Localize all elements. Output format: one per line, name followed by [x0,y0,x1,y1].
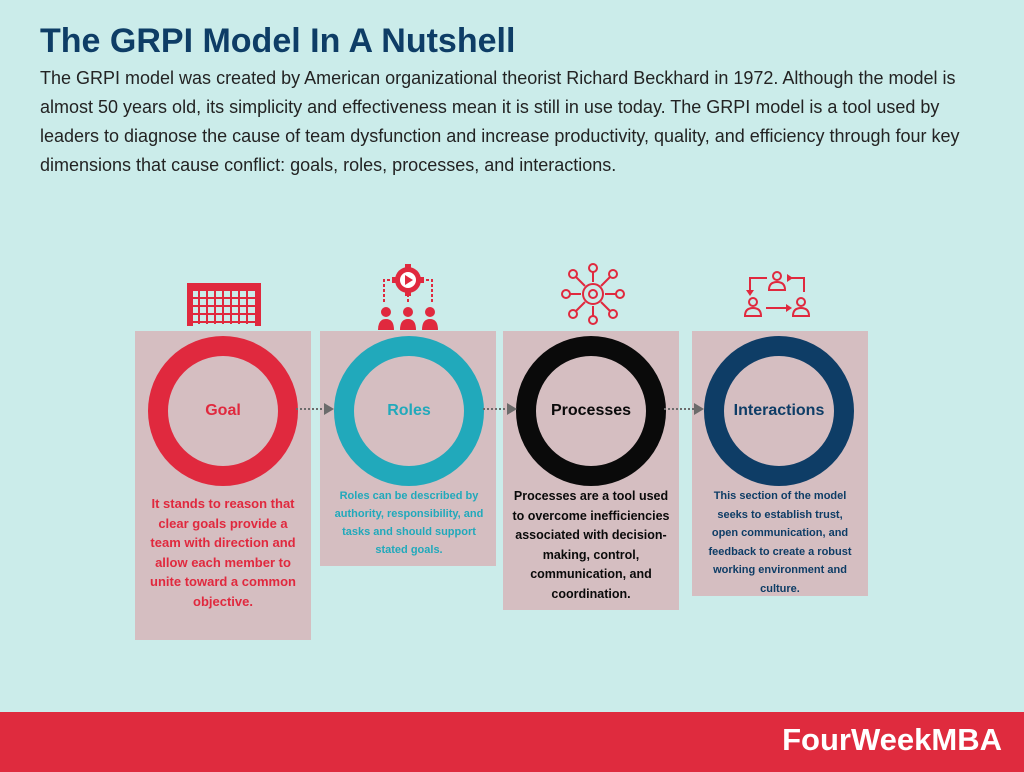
team-gear-icon [378,264,438,330]
goal-ring: Goal [148,336,298,486]
page-title: The GRPI Model In A Nutshell [40,22,516,60]
processes-ring: Processes [516,336,666,486]
soccer-goal-icon [187,283,261,326]
interactions-description: This section of the model seeks to estab… [708,490,852,595]
intro-paragraph: The GRPI model was created by American o… [40,68,960,175]
footer-bar: FourWeekMBA [0,712,1024,772]
roles-ring: Roles [334,336,484,486]
processes-description: Processes are a tool used to overcome in… [512,489,670,601]
connector-roles-processes [483,403,517,415]
connector-goal-roles [296,403,334,415]
roles-description: Roles can be described by authority, res… [334,490,484,556]
connector-processes-interactions [664,403,704,415]
interactions-ring: Interactions [704,336,854,486]
gear-network-icon [561,263,625,325]
people-exchange-icon [743,271,811,317]
roles-label: Roles [387,402,431,419]
goal-label: Goal [205,402,241,419]
processes-label: Processes [550,402,632,419]
brand-logo: FourWeekMBA [782,722,1002,757]
goal-description: It stands to reason that clear goals pro… [150,496,296,609]
interactions-label: Interactions [733,402,825,419]
